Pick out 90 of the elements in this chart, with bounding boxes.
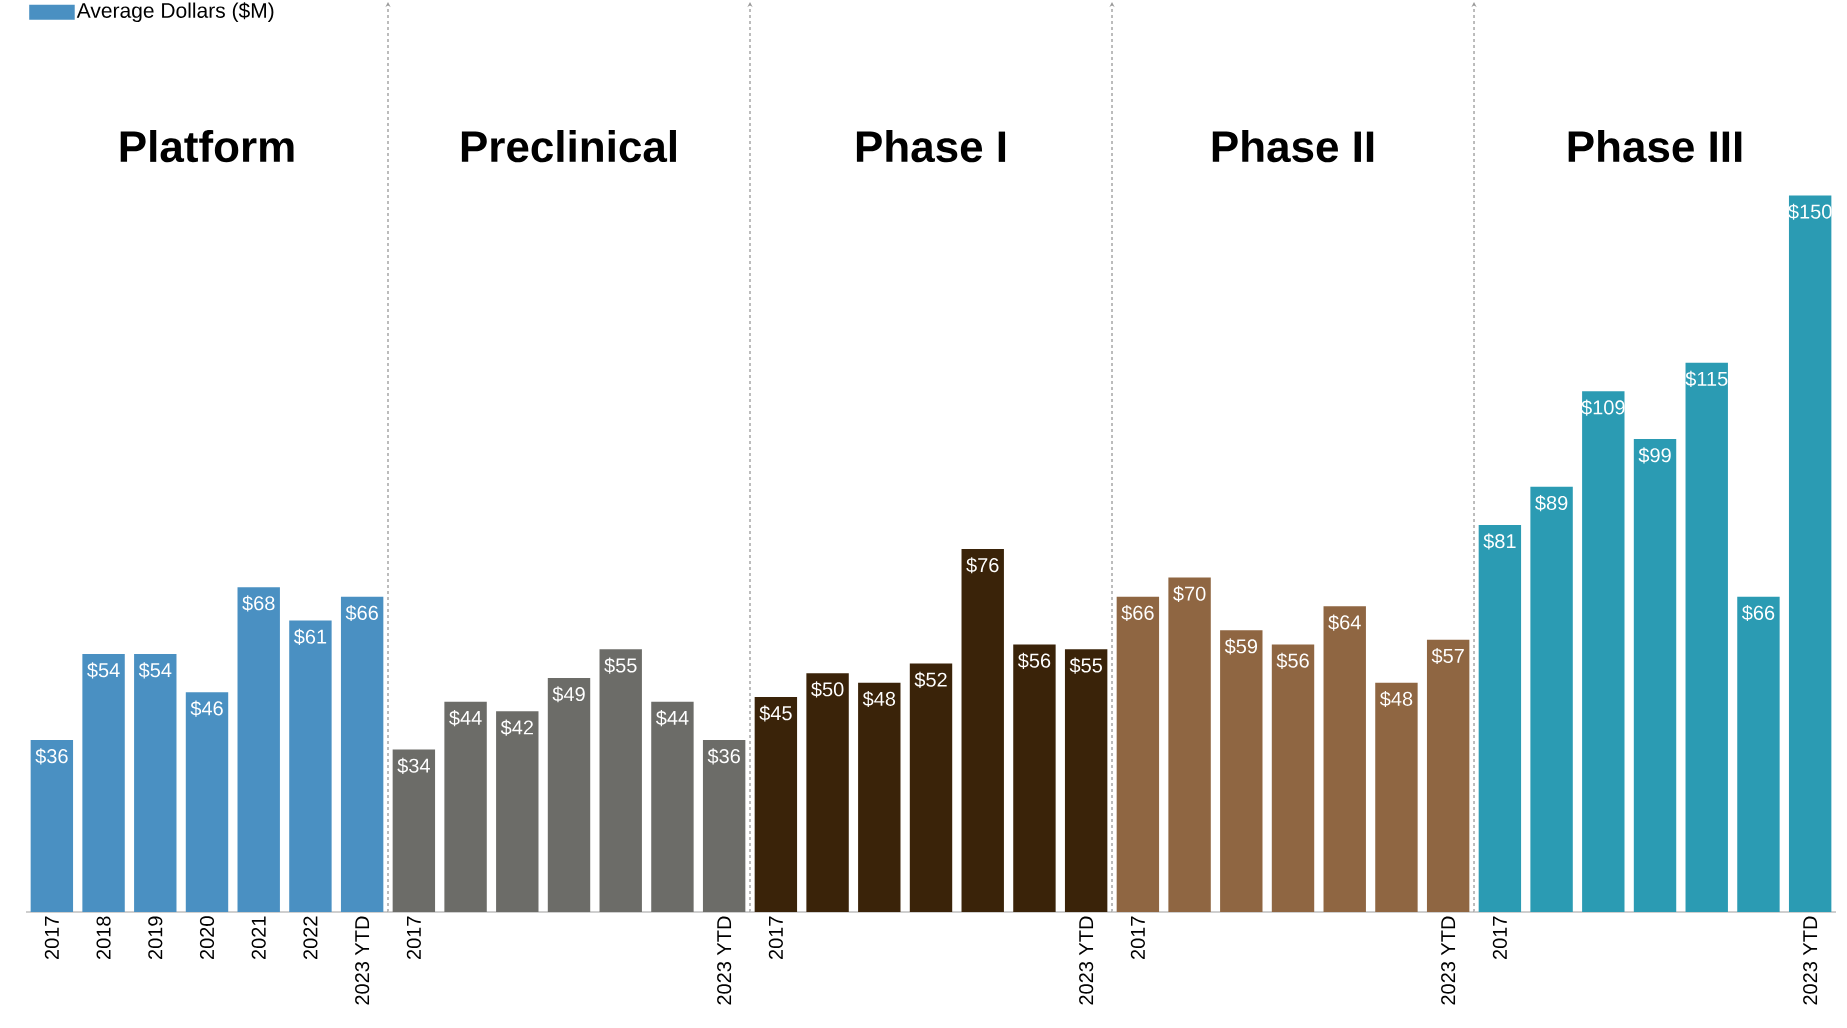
data-label: $48 <box>862 690 896 708</box>
data-label: $54 <box>138 662 172 679</box>
chart-title: Preclinical <box>461 129 676 163</box>
bar <box>1220 630 1263 912</box>
bar <box>444 701 487 912</box>
bar <box>1633 439 1677 912</box>
bar <box>1478 525 1522 912</box>
data-label: $66 <box>345 604 378 622</box>
chart-title: Phase II <box>1212 129 1374 163</box>
bar <box>82 654 125 912</box>
legend-label: Average Dollars ($M) <box>76 2 274 23</box>
data-label: $115 <box>1685 370 1728 388</box>
data-label: $45 <box>759 705 792 722</box>
bar <box>651 701 694 912</box>
bar <box>961 548 1004 912</box>
bar <box>1271 644 1315 912</box>
data-label: $57 <box>1431 647 1464 665</box>
data-label: $55 <box>604 657 637 674</box>
bar <box>1685 362 1728 912</box>
x-tick-label: 2023 YTD <box>355 916 370 1005</box>
bar <box>1426 639 1470 912</box>
data-label: $81 <box>1483 533 1516 550</box>
data-label: $89 <box>1535 495 1568 512</box>
data-label: $36 <box>707 748 740 765</box>
data-label: $56 <box>1276 652 1309 669</box>
data-label: $44 <box>449 710 482 727</box>
x-tick-label: 2017 <box>1130 916 1145 960</box>
data-label: $66 <box>1741 604 1775 622</box>
bar <box>702 740 746 912</box>
bar <box>1323 606 1366 912</box>
bar <box>496 711 539 912</box>
x-tick-label: 2019 <box>148 916 163 960</box>
chart-title: Phase III <box>1568 129 1742 163</box>
bar <box>1375 682 1418 912</box>
bar <box>1064 649 1108 912</box>
x-tick-label: 2017 <box>1492 916 1507 960</box>
chart-title: Phase I <box>856 129 1006 163</box>
data-label: $52 <box>914 671 947 688</box>
bar <box>289 620 332 912</box>
x-tick-label: 2020 <box>199 916 215 960</box>
data-label: $99 <box>1638 447 1671 464</box>
bar <box>909 663 953 912</box>
data-label: $34 <box>397 757 430 774</box>
x-tick-label: 2018 <box>96 916 111 960</box>
bar <box>1737 596 1780 912</box>
bar <box>237 587 280 912</box>
bar <box>1582 391 1625 912</box>
bar <box>392 749 436 912</box>
bar <box>185 692 229 912</box>
bar <box>134 654 177 912</box>
data-label: $59 <box>1224 638 1258 655</box>
bar <box>806 673 849 912</box>
bar <box>547 677 591 912</box>
data-label: $70 <box>1173 585 1206 602</box>
bar <box>754 697 798 912</box>
bar <box>1013 644 1056 912</box>
x-tick-label: 2017 <box>44 916 59 960</box>
data-label: $48 <box>1379 690 1413 708</box>
data-label: $68 <box>242 595 275 612</box>
bar <box>1788 195 1832 912</box>
bar <box>30 740 74 912</box>
x-tick-label: 2023 YTD <box>1079 916 1094 1005</box>
data-label: $44 <box>655 710 689 727</box>
data-label: $56 <box>1017 652 1051 669</box>
bar <box>340 596 384 912</box>
bar <box>858 682 901 912</box>
data-label: $49 <box>552 686 585 703</box>
bar <box>1116 596 1160 912</box>
x-tick-label: 2023 YTD <box>1441 916 1456 1005</box>
data-label: $42 <box>500 719 533 736</box>
bar <box>1168 577 1211 912</box>
data-label: $76 <box>966 557 999 574</box>
data-label: $66 <box>1121 604 1154 622</box>
bar <box>1530 486 1573 912</box>
chart-title: Platform <box>120 129 294 163</box>
x-tick-label: 2022 <box>303 916 318 960</box>
data-label: $46 <box>190 700 223 717</box>
data-label: $50 <box>811 681 844 698</box>
x-tick-label: 2021 <box>251 916 266 960</box>
data-label: $55 <box>1069 657 1102 674</box>
data-label: $61 <box>293 628 327 645</box>
data-label: $64 <box>1328 614 1361 631</box>
data-label: $36 <box>35 748 68 765</box>
data-label: $109 <box>1581 399 1625 416</box>
x-tick-label: 2023 YTD <box>717 916 732 1005</box>
bar <box>599 649 642 912</box>
x-tick-label: 2023 YTD <box>1803 916 1818 1005</box>
data-label: $54 <box>87 662 120 679</box>
x-tick-label: 2017 <box>406 916 421 960</box>
x-tick-label: 2017 <box>768 916 783 960</box>
